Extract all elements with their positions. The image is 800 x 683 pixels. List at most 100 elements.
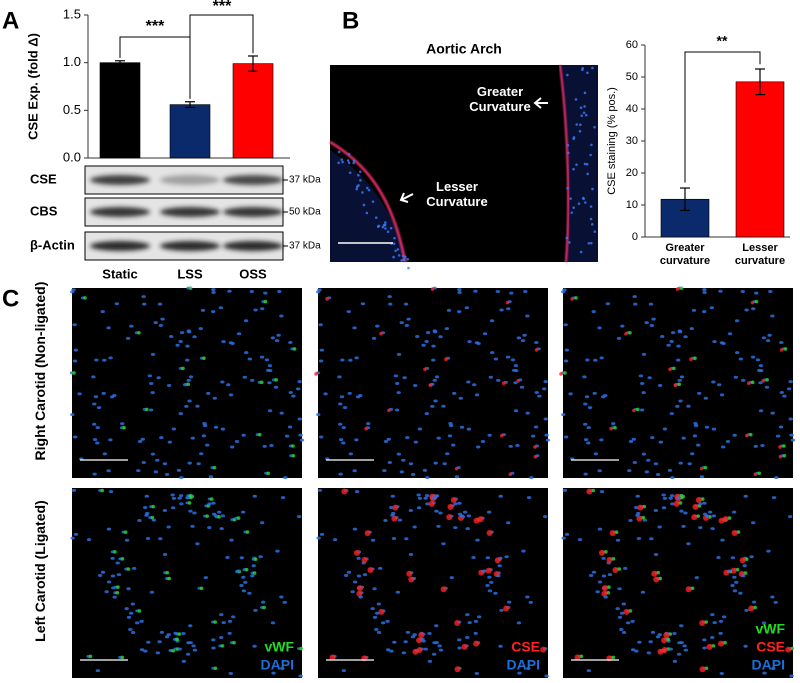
nucleus <box>267 364 273 368</box>
nucleus <box>342 406 348 410</box>
nucleus <box>601 556 606 560</box>
nucleus <box>283 476 288 480</box>
nucleus <box>106 326 111 330</box>
nucleus <box>108 438 113 442</box>
nucleus <box>186 641 191 645</box>
nucleus <box>669 494 675 498</box>
nucleus <box>270 336 276 340</box>
nucleus <box>583 472 588 476</box>
nucleus <box>721 341 726 345</box>
nucleus <box>432 378 437 382</box>
nucleus <box>410 635 416 639</box>
nucleus <box>735 351 740 355</box>
vwf-signal <box>167 576 172 581</box>
nucleus <box>271 671 276 675</box>
nucleus <box>482 569 487 573</box>
nucleus <box>263 291 268 295</box>
nucleus <box>137 440 143 444</box>
nucleus <box>270 621 276 625</box>
vwf-signal <box>199 586 204 591</box>
nucleus <box>639 408 645 412</box>
vwf-signal <box>614 530 619 534</box>
cse-signal <box>408 576 415 583</box>
nucleus <box>221 621 226 625</box>
cse-signal <box>416 647 423 654</box>
nucleus <box>220 427 226 431</box>
cse-signal <box>722 516 729 523</box>
nucleus <box>268 369 273 373</box>
cse-signal <box>689 357 693 362</box>
nucleus <box>703 396 708 400</box>
nucleus <box>370 607 375 611</box>
nucleus <box>702 288 707 292</box>
nucleus <box>519 385 525 389</box>
nucleus <box>586 71 589 75</box>
nucleus <box>768 290 773 294</box>
nucleus <box>150 452 156 456</box>
nucleus <box>731 510 737 514</box>
stain-legend: DAPI <box>261 657 294 673</box>
nucleus <box>164 635 170 639</box>
nucleus <box>505 355 511 359</box>
nucleus <box>362 203 366 207</box>
nucleus <box>372 615 378 619</box>
vwf-signal <box>613 425 617 430</box>
nucleus <box>354 438 359 442</box>
nucleus <box>585 162 589 166</box>
nucleus <box>543 417 548 421</box>
nucleus <box>510 358 516 362</box>
nucleus <box>582 197 585 201</box>
nucleus <box>71 288 76 292</box>
cse-signal <box>673 383 678 388</box>
nucleus <box>637 640 642 644</box>
nucleus <box>318 323 323 327</box>
marker-label: 37 kDa <box>289 175 321 186</box>
nucleus <box>525 595 530 599</box>
nucleus <box>755 358 761 362</box>
cse-signal <box>314 372 318 376</box>
nucleus <box>346 310 351 314</box>
nucleus <box>718 619 724 623</box>
vwf-signal <box>678 501 683 505</box>
vwf-signal <box>209 497 214 501</box>
nucleus <box>200 308 206 312</box>
nucleus <box>770 411 775 415</box>
nucleus <box>396 391 401 395</box>
nucleus <box>297 417 302 421</box>
nucleus <box>591 187 594 191</box>
nucleus <box>91 375 96 379</box>
nucleus <box>394 408 400 412</box>
vwf-signal <box>703 465 708 470</box>
nucleus <box>399 470 405 474</box>
nucleus <box>436 436 441 440</box>
nucleus <box>448 424 454 428</box>
vwf-signal <box>749 432 753 437</box>
cse-signal <box>325 297 329 301</box>
nucleus <box>401 254 405 258</box>
nucleus <box>565 236 569 240</box>
nucleus <box>337 150 341 154</box>
nucleus <box>641 352 647 356</box>
nucleus <box>402 258 405 261</box>
cse-signal <box>423 367 427 372</box>
nucleus <box>452 391 457 395</box>
nucleus <box>711 427 717 431</box>
nucleus <box>273 385 279 389</box>
error-bar <box>185 101 195 109</box>
nucleus <box>226 383 231 387</box>
nucleus <box>650 436 655 440</box>
nucleus <box>589 217 593 221</box>
nucleus <box>676 652 682 656</box>
nucleus <box>766 549 771 553</box>
cse-signal <box>379 331 383 336</box>
vwf-signal <box>611 655 616 660</box>
nucleus <box>694 576 700 580</box>
nucleus <box>577 538 583 542</box>
nucleus <box>100 570 106 574</box>
nucleus <box>635 494 641 498</box>
cse-signal <box>477 516 484 523</box>
nucleus <box>487 589 493 593</box>
cse-signal <box>329 654 336 661</box>
nucleus <box>352 469 357 473</box>
nucleus <box>142 505 148 509</box>
